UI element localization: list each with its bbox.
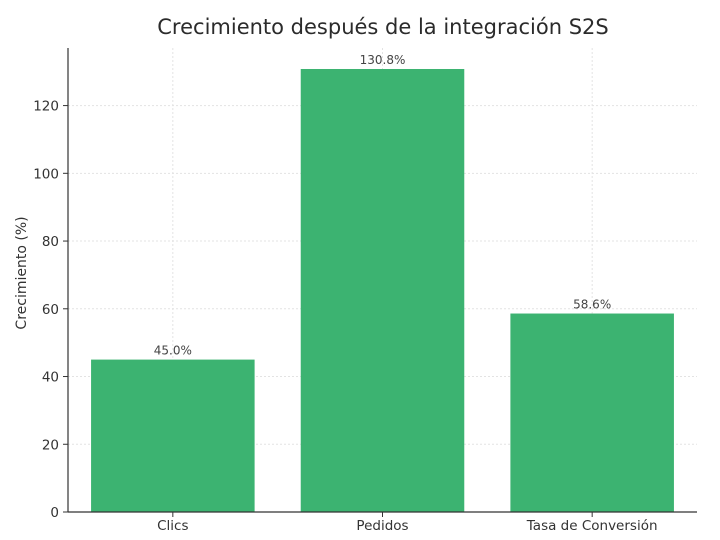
bar-clics <box>91 359 255 512</box>
x-tick-label: Pedidos <box>356 518 408 534</box>
y-tick-label: 0 <box>50 505 59 521</box>
chart-title: Crecimiento después de la integración S2… <box>157 15 608 39</box>
x-ticks: Clics Pedidos Tasa de Conversión <box>157 512 658 534</box>
x-tick-label: Tasa de Conversión <box>526 518 658 534</box>
bars <box>91 68 674 513</box>
bar-tasa-de-conversi-n <box>510 313 674 512</box>
y-tick-label: 80 <box>42 234 59 250</box>
bar-value-label: 45.0% <box>154 344 192 358</box>
y-tick-label: 20 <box>42 437 59 453</box>
x-tick-label: Clics <box>157 518 188 534</box>
bar-value-label: 130.8% <box>360 53 406 67</box>
y-tick-label: 100 <box>33 166 59 182</box>
y-ticks: 0 20 40 60 80 100 120 <box>33 99 68 521</box>
bar-value-labels: 45.0% 130.8% 58.6% <box>154 53 611 358</box>
y-tick-label: 60 <box>42 302 59 318</box>
y-tick-label: 40 <box>42 370 59 386</box>
y-tick-label: 120 <box>33 99 59 115</box>
bar-value-label: 58.6% <box>573 298 611 312</box>
bar-pedidos <box>300 68 465 513</box>
y-axis-label: Crecimiento (%) <box>14 216 30 329</box>
